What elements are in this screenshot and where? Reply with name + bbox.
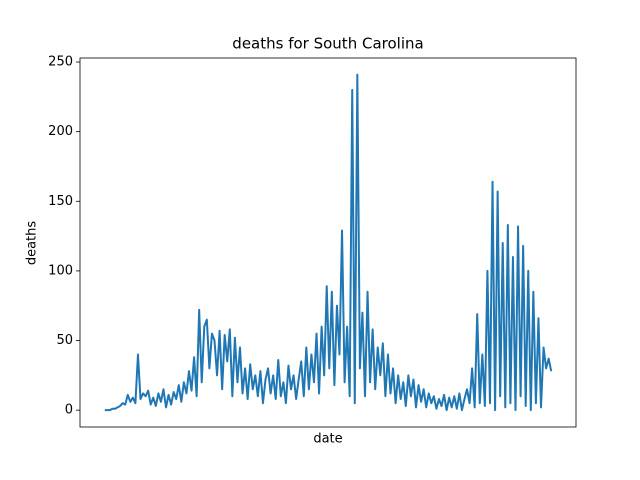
y-axis-label: deaths [25, 221, 40, 266]
data-line [104, 73, 553, 412]
y-tick-label: 250 [48, 55, 73, 70]
y-tick-label: 200 [48, 124, 73, 139]
y-tick-label: 50 [56, 333, 73, 348]
x-axis-label: date [313, 432, 342, 447]
axes-frame [79, 57, 577, 428]
y-tick-label: 150 [48, 194, 73, 209]
y-tick-label: 100 [48, 263, 73, 278]
chart-title: deaths for South Carolina [232, 35, 423, 53]
y-tick-label: 0 [65, 403, 73, 418]
